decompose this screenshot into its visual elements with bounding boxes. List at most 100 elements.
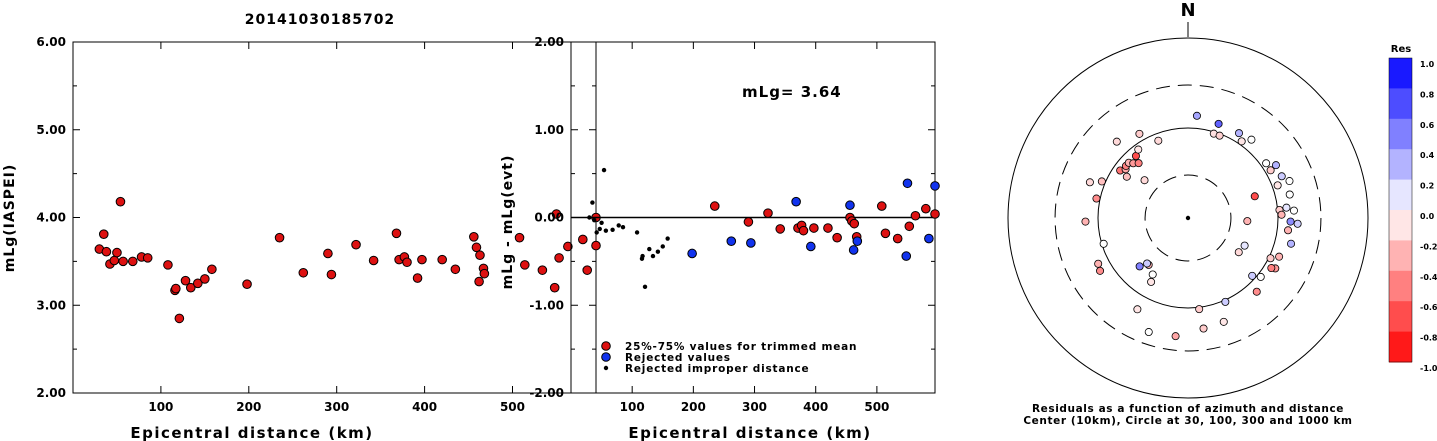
middle-legend: 25%-75% values for trimmed meanRejected …	[601, 341, 857, 375]
middle-rejected-point	[687, 248, 697, 259]
station-point	[1085, 178, 1094, 187]
middle-trimmed-point	[876, 201, 887, 211]
left-data-point	[171, 283, 181, 294]
left-y-tick-label: 4.00	[36, 211, 66, 225]
left-data-point	[112, 247, 122, 258]
middle-chart: 100 200 300 400 500 -2.00 -1.00 0.00 1.00 2.00 mL…	[500, 35, 940, 441]
middle-rejected-point	[930, 181, 940, 191]
middle-y-tick-label: -1.00	[529, 298, 564, 312]
middle-xlabel: Epicentral distance (km)	[628, 424, 871, 441]
station-point	[1240, 241, 1249, 250]
station-point	[1135, 262, 1144, 271]
station-point	[1133, 305, 1142, 314]
left-x-tick-label: 100	[148, 400, 173, 414]
middle-trimmed-point	[823, 223, 833, 233]
station-point	[1215, 131, 1224, 140]
station-point	[1234, 129, 1243, 138]
station-point	[1262, 159, 1271, 168]
station-point	[1256, 272, 1265, 281]
middle-rejected-distance-point	[587, 215, 592, 220]
left-data-point	[479, 268, 490, 279]
station-point	[1289, 206, 1298, 215]
station-point	[1094, 259, 1103, 268]
colorbar-cell	[1389, 210, 1412, 241]
left-ticks: 100 200 300 400 500 2.00 3.00 4.00 5.00 6.00	[36, 35, 596, 414]
middle-rejected-distance-point	[601, 167, 607, 173]
middle-y-tick-label: 1.00	[534, 123, 564, 137]
left-data-point	[101, 246, 112, 257]
station-point	[1140, 176, 1149, 185]
polar-caption-line1: Residuals as a function of azimuth and d…	[1032, 403, 1344, 415]
colorbar-cell	[1389, 240, 1412, 272]
left-data-point	[163, 260, 173, 270]
middle-trimmed-point	[904, 221, 915, 232]
middle-x-tick-label: 200	[681, 400, 706, 414]
station-point	[1192, 111, 1201, 120]
middle-rejected-point	[746, 238, 756, 248]
middle-rejected-distance-point	[616, 223, 621, 228]
polar-caption-line2: Center (10km), Circle at 30, 100, 300 an…	[1023, 415, 1352, 427]
middle-y-tick-label: 0.00	[534, 211, 564, 225]
left-data-point	[474, 276, 484, 287]
middle-rejected-distance-point	[665, 236, 670, 241]
left-data-point	[578, 234, 588, 245]
middle-trimmed-point	[743, 217, 754, 227]
middle-rejected-point	[924, 233, 934, 244]
left-y-tick-label: 6.00	[36, 35, 66, 49]
colorbar-tick-label: 0.2	[1420, 182, 1434, 191]
legend-label: 25%-75% values for trimmed mean	[625, 341, 857, 353]
left-data-point	[323, 248, 333, 259]
middle-trimmed-point	[775, 224, 786, 234]
left-points	[94, 196, 601, 324]
station-point	[1277, 172, 1286, 181]
colorbar-ticks: 1.0 0.8 0.6 0.4 0.2 0.0 -0.2 -0.4 -0.6 -0.8 -1.0	[1420, 60, 1437, 373]
legend-marker	[603, 365, 609, 371]
middle-y-tick-label: 2.00	[534, 35, 564, 49]
range-circle	[1007, 37, 1369, 399]
station-point	[1243, 217, 1252, 226]
left-data-point	[563, 241, 573, 252]
middle-trimmed-point	[798, 225, 809, 236]
left-data-point	[475, 250, 485, 261]
polar-circles	[1007, 37, 1369, 399]
left-y-tick-label: 3.00	[36, 298, 66, 312]
colorbar-cell	[1389, 58, 1412, 89]
left-ylabel: mLg(IASPEI)	[2, 164, 18, 273]
left-chart: 100 200 300 400 500 2.00 3.00 4.00 5.00 6.00 Epic…	[2, 35, 601, 441]
middle-x-tick-label: 500	[864, 400, 889, 414]
left-data-point	[326, 269, 337, 280]
middle-trimmed-point	[809, 223, 819, 233]
station-point	[1221, 297, 1230, 306]
left-data-point	[174, 313, 185, 324]
middle-rejected-point	[806, 241, 816, 252]
colorbar-cell	[1389, 149, 1412, 181]
left-data-point	[582, 265, 593, 275]
left-data-point	[537, 265, 548, 275]
middle-trimmed-point	[849, 218, 860, 229]
station-point	[1282, 203, 1291, 212]
middle-y-tick-label: -2.00	[529, 386, 564, 400]
middle-rejected-point	[901, 251, 912, 261]
polar-stations	[1081, 111, 1302, 341]
range-circle	[1097, 127, 1279, 309]
station-point	[1237, 137, 1246, 146]
middle-rejected-distance-point	[660, 244, 665, 249]
left-x-tick-label: 300	[324, 400, 349, 414]
left-data-point	[549, 282, 560, 293]
middle-rejected-point	[848, 245, 859, 255]
left-data-point	[412, 273, 423, 283]
middle-rejected-distance-point	[634, 230, 640, 235]
left-data-point	[520, 260, 530, 270]
station-point	[1285, 177, 1294, 186]
left-data-point	[180, 275, 191, 286]
left-data-point	[591, 240, 601, 251]
station-point	[1135, 129, 1144, 138]
station-point	[1214, 119, 1223, 128]
station-point	[1148, 270, 1157, 279]
legend-marker	[601, 352, 611, 362]
left-y-tick-label: 5.00	[36, 123, 66, 137]
left-data-point	[450, 264, 461, 275]
colorbar-cell	[1389, 270, 1412, 302]
station-point	[1143, 259, 1152, 268]
